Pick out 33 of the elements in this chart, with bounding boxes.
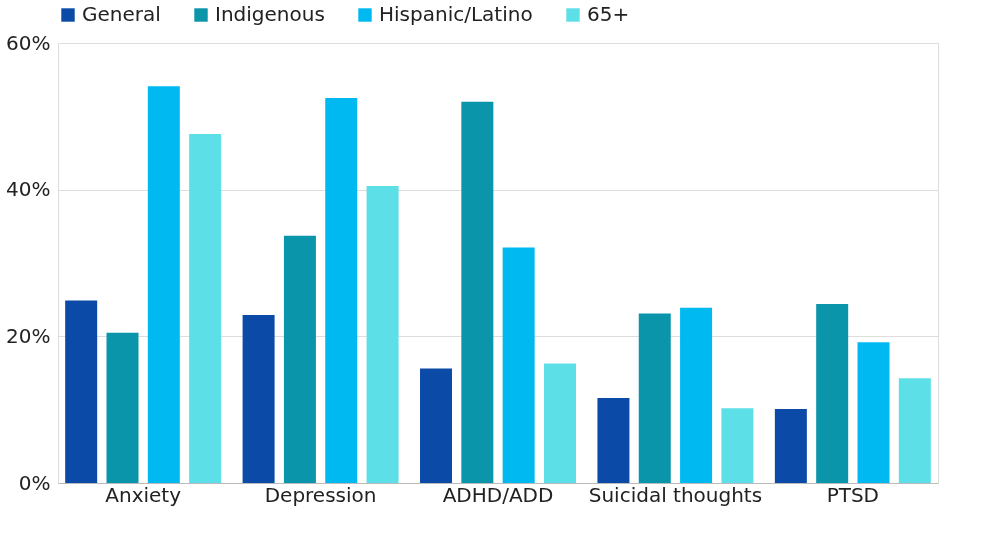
x-tick-label: Anxiety (105, 482, 182, 507)
bar (597, 397, 630, 483)
y-tick-label: 20% (6, 323, 51, 348)
bar (774, 408, 807, 483)
bar (189, 133, 222, 483)
y-tick-label: 0% (18, 470, 51, 495)
bar (680, 307, 713, 483)
bar (283, 235, 316, 483)
bar (721, 408, 754, 483)
bar (366, 186, 399, 483)
y-tick-label: 60% (6, 30, 51, 55)
bar (147, 86, 180, 483)
legend-label: Hispanic/Latino (379, 2, 533, 26)
x-tick-label: PTSD (826, 482, 880, 507)
legend-label: 65+ (587, 2, 630, 26)
legend-label: General (82, 2, 161, 26)
bar (502, 247, 535, 483)
y-tick-label: 40% (6, 177, 51, 202)
x-tick-label: Depression (264, 482, 377, 507)
bar (816, 304, 849, 483)
bar (325, 98, 358, 483)
x-tick-label: Suicidal thoughts (588, 482, 763, 507)
bar (898, 378, 931, 483)
bar (543, 363, 576, 483)
bar (106, 332, 139, 483)
x-tick-label: ADHD/ADD (442, 482, 554, 507)
bar (65, 300, 98, 483)
bar (461, 101, 494, 483)
bar (857, 342, 890, 483)
bar (420, 368, 453, 483)
bar (242, 315, 275, 483)
bar (638, 313, 671, 483)
legend-label: Indigenous (215, 2, 325, 26)
